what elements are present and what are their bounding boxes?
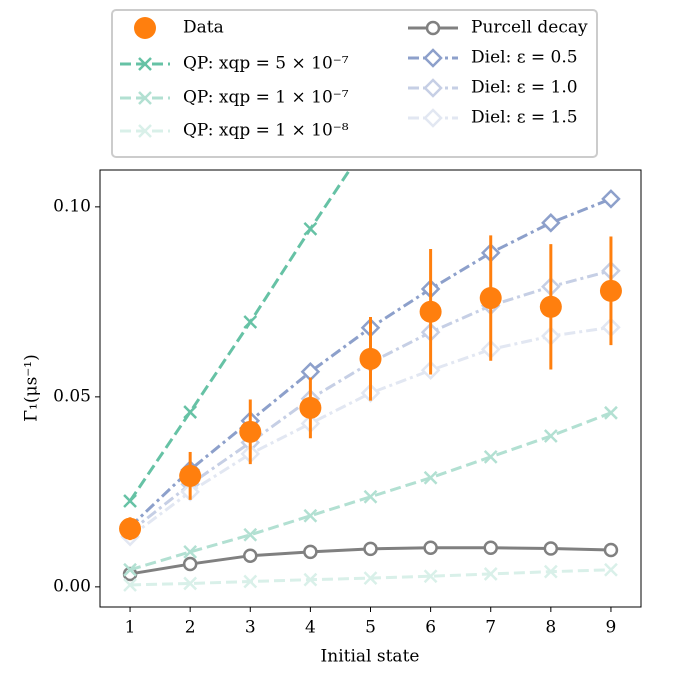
marker xyxy=(122,566,138,582)
marker xyxy=(423,48,443,68)
marker xyxy=(423,569,438,584)
y-axis-label: Γ₁(μs⁻¹) xyxy=(22,354,42,421)
x-tick-label: 8 xyxy=(545,618,556,638)
x-tick-label: 2 xyxy=(185,618,196,638)
marker xyxy=(183,545,198,559)
legend-label: Diel: ε = 1.0 xyxy=(471,78,578,98)
series-line xyxy=(129,411,612,572)
legend-label: Diel: ε = 0.5 xyxy=(471,48,578,68)
marker xyxy=(543,541,559,556)
marker xyxy=(543,564,558,579)
marker xyxy=(183,405,198,419)
y-tick-label: 0.05 xyxy=(53,386,91,406)
marker xyxy=(243,574,258,589)
marker xyxy=(601,189,621,209)
marker xyxy=(134,17,156,39)
legend-label: Purcell decay xyxy=(471,18,588,38)
marker xyxy=(183,576,198,591)
marker xyxy=(363,489,378,504)
marker xyxy=(603,542,619,558)
marker xyxy=(599,279,622,302)
x-tick-label: 3 xyxy=(245,618,256,638)
marker xyxy=(419,300,442,323)
marker xyxy=(243,548,258,563)
marker xyxy=(425,20,441,36)
marker xyxy=(539,295,562,318)
y-tick-label: 0.10 xyxy=(53,196,91,216)
x-tick-label: 7 xyxy=(485,618,496,638)
marker xyxy=(138,57,152,71)
marker xyxy=(604,405,618,420)
marker xyxy=(423,78,443,98)
marker xyxy=(483,450,498,464)
x-axis-label: Initial state xyxy=(321,647,420,667)
x-tick-label: 9 xyxy=(606,618,617,638)
marker xyxy=(123,578,137,592)
marker xyxy=(543,429,558,443)
marker xyxy=(363,571,378,586)
legend-label: QP: xqp = 1 × 10⁻⁷ xyxy=(183,88,349,108)
marker xyxy=(123,562,137,577)
marker xyxy=(541,213,561,233)
legend-label: Data xyxy=(183,18,224,38)
y-tick-label: 0.00 xyxy=(53,576,91,596)
marker xyxy=(303,508,318,523)
legend: Data QP: xqp = 5 × 10⁻⁷ QP: xqp = 1 × 10⁻⁷… xyxy=(120,17,588,141)
marker xyxy=(423,540,438,555)
x-tick-label: 6 xyxy=(425,618,436,638)
legend-label: Diel: ε = 1.5 xyxy=(471,108,578,128)
marker xyxy=(179,464,202,487)
marker xyxy=(423,108,443,128)
marker xyxy=(243,527,258,542)
marker xyxy=(483,540,498,555)
marker xyxy=(303,222,318,236)
marker xyxy=(363,541,378,557)
marker xyxy=(303,572,318,587)
marker xyxy=(138,91,152,105)
legend-box xyxy=(111,9,598,158)
marker xyxy=(299,396,322,419)
legend-label: QP: xqp = 5 × 10⁻⁷ xyxy=(183,54,349,74)
marker xyxy=(239,420,262,443)
legend-label: QP: xqp = 1 × 10⁻⁸ xyxy=(183,121,349,141)
marker xyxy=(243,315,258,329)
marker xyxy=(359,347,382,370)
marker xyxy=(182,556,198,572)
marker xyxy=(119,517,142,540)
marker xyxy=(138,124,152,138)
marker xyxy=(483,567,498,581)
marker xyxy=(604,562,618,577)
x-tick-label: 1 xyxy=(125,618,136,638)
x-tick-label: 5 xyxy=(365,618,376,638)
marker xyxy=(303,544,318,560)
x-tick-label: 4 xyxy=(305,618,316,638)
marker xyxy=(423,470,438,485)
marker xyxy=(479,287,502,310)
marker xyxy=(123,494,137,508)
plot-area xyxy=(119,170,622,592)
